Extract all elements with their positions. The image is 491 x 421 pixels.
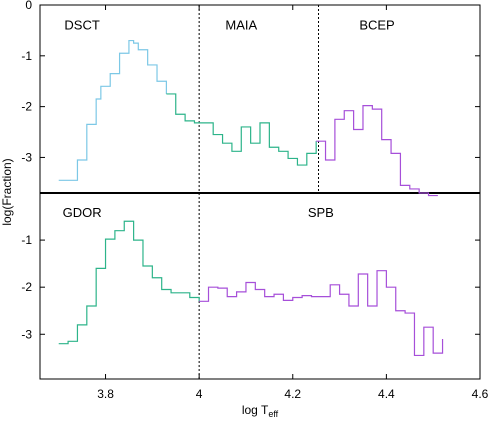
ticks: 0 -1 -2 -3 -1 -2 -3 3.8 4 4.2 4.4 4.6 bbox=[21, 0, 488, 401]
class-label-spb: SPB bbox=[308, 205, 334, 220]
x-tick-label: 4.2 bbox=[284, 387, 301, 401]
x-tick-label: 4 bbox=[196, 387, 203, 401]
x-tick-label: 4.4 bbox=[378, 387, 395, 401]
x-axis-label: log Teff bbox=[242, 403, 279, 419]
series-top-green bbox=[166, 93, 317, 166]
class-label-bcep: BCEP bbox=[359, 17, 394, 32]
x-tick-label: 4.6 bbox=[472, 387, 489, 401]
x-tick-label: 3.8 bbox=[97, 387, 114, 401]
y-tick-label: -1 bbox=[21, 233, 32, 247]
series-layer bbox=[58, 39, 444, 357]
y-tick-label: -1 bbox=[21, 49, 32, 63]
y-axis-label: log(Fraction) bbox=[0, 158, 14, 225]
class-label-gdor: GDOR bbox=[63, 205, 102, 220]
series-top-purple bbox=[316, 105, 438, 197]
class-boundaries bbox=[198, 5, 320, 379]
series-bottom-purple bbox=[199, 270, 444, 357]
y-tick-label: -3 bbox=[21, 327, 32, 341]
series-bottom-green bbox=[58, 220, 200, 345]
class-label-maia: MAIA bbox=[225, 17, 257, 32]
y-tick-label: -2 bbox=[21, 280, 32, 294]
class-label-dsct: DSCT bbox=[64, 17, 99, 32]
series-top-blue bbox=[58, 39, 167, 181]
y-tick-label: 0 bbox=[25, 0, 32, 12]
plot-frame bbox=[39, 4, 481, 380]
y-tick-label: -3 bbox=[21, 150, 32, 164]
y-tick-label: -2 bbox=[21, 100, 32, 114]
axis-labels: log Teff log(Fraction) bbox=[0, 158, 279, 419]
panel-labels: DSCT MAIA BCEP GDOR SPB bbox=[63, 17, 395, 220]
